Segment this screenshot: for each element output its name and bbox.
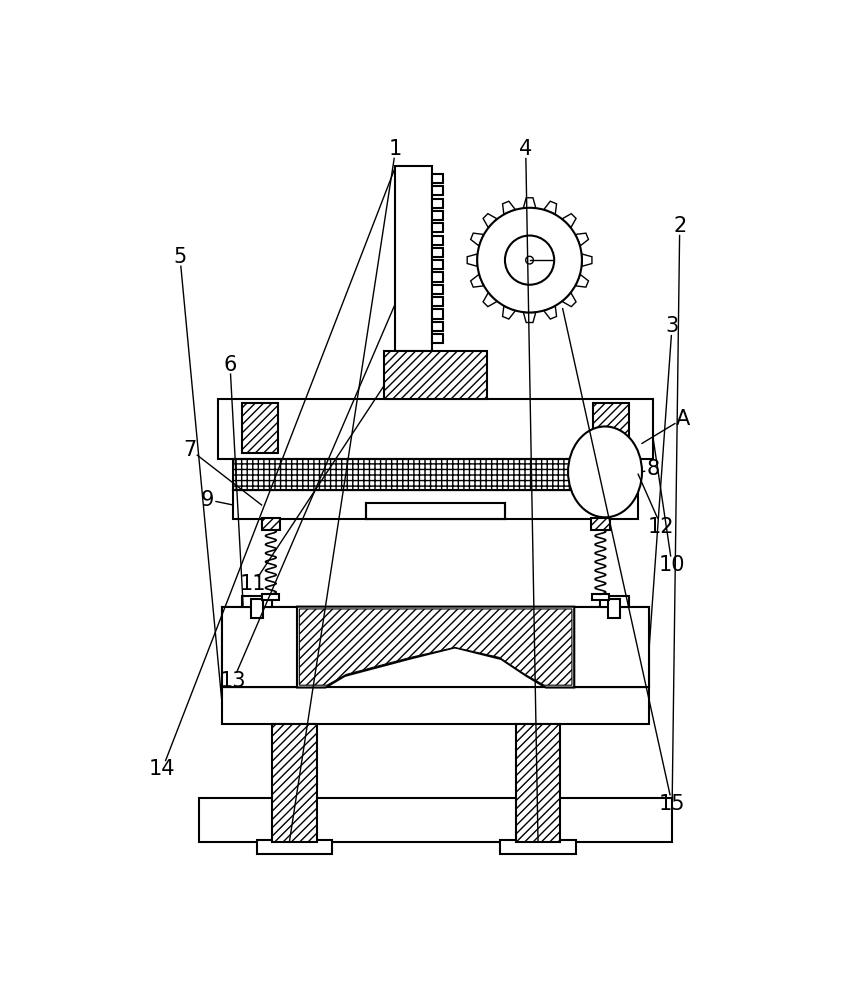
Polygon shape — [524, 198, 536, 208]
Bar — [263, 594, 280, 600]
Bar — [262, 518, 280, 530]
Polygon shape — [575, 274, 588, 287]
Bar — [223, 607, 297, 687]
Text: 3: 3 — [666, 316, 678, 336]
Text: 13: 13 — [220, 671, 246, 691]
Bar — [263, 519, 280, 525]
Polygon shape — [544, 201, 557, 214]
Polygon shape — [575, 233, 588, 246]
Bar — [233, 490, 638, 519]
Polygon shape — [299, 609, 572, 685]
Bar — [257, 840, 332, 854]
Bar — [218, 399, 653, 459]
Bar — [432, 285, 443, 294]
Text: 1: 1 — [389, 139, 402, 159]
Polygon shape — [502, 306, 515, 319]
Bar — [223, 687, 649, 724]
Bar — [251, 599, 264, 618]
Bar — [432, 223, 443, 232]
Polygon shape — [468, 254, 477, 266]
Bar — [432, 211, 443, 220]
Bar — [394, 166, 432, 351]
Bar — [432, 272, 443, 282]
Bar — [432, 174, 443, 183]
Bar — [432, 260, 443, 269]
Bar — [593, 403, 629, 453]
Bar — [272, 724, 317, 842]
Polygon shape — [562, 293, 576, 307]
Text: 12: 12 — [648, 517, 675, 537]
Polygon shape — [483, 214, 497, 227]
Text: 6: 6 — [224, 355, 236, 375]
Text: 2: 2 — [673, 216, 686, 236]
Bar — [199, 798, 672, 842]
Bar — [592, 594, 609, 600]
Text: 5: 5 — [173, 247, 187, 267]
Bar — [366, 503, 505, 519]
Bar — [516, 724, 560, 842]
Circle shape — [505, 236, 554, 285]
Bar — [501, 840, 575, 854]
Bar — [432, 297, 443, 306]
Bar — [599, 596, 629, 607]
Polygon shape — [502, 201, 515, 214]
Text: A: A — [676, 409, 690, 429]
Bar — [223, 607, 649, 687]
Polygon shape — [471, 274, 484, 287]
Text: 7: 7 — [184, 440, 196, 460]
Polygon shape — [483, 293, 497, 307]
Bar — [242, 403, 278, 453]
Bar — [608, 599, 620, 618]
Text: 14: 14 — [149, 759, 175, 779]
Text: 11: 11 — [240, 574, 266, 594]
Bar — [242, 596, 272, 607]
Circle shape — [477, 208, 582, 312]
Circle shape — [525, 256, 534, 264]
Polygon shape — [524, 312, 536, 323]
Bar — [432, 248, 443, 257]
Text: 9: 9 — [201, 490, 213, 510]
Bar — [384, 351, 487, 399]
Polygon shape — [582, 254, 592, 266]
Polygon shape — [471, 233, 484, 246]
Text: 8: 8 — [647, 459, 660, 479]
Ellipse shape — [568, 426, 642, 517]
Bar — [432, 322, 443, 331]
Bar — [432, 334, 443, 343]
Text: 4: 4 — [519, 139, 532, 159]
Text: 15: 15 — [659, 794, 685, 814]
Bar — [233, 459, 638, 490]
Polygon shape — [297, 607, 575, 687]
Text: 10: 10 — [659, 555, 685, 575]
Polygon shape — [562, 214, 576, 227]
Bar — [575, 607, 649, 687]
Bar — [592, 519, 609, 525]
Bar — [591, 518, 609, 530]
Bar — [432, 199, 443, 208]
Bar — [432, 235, 443, 245]
Polygon shape — [544, 306, 557, 319]
Bar — [432, 309, 443, 319]
Bar — [432, 186, 443, 195]
